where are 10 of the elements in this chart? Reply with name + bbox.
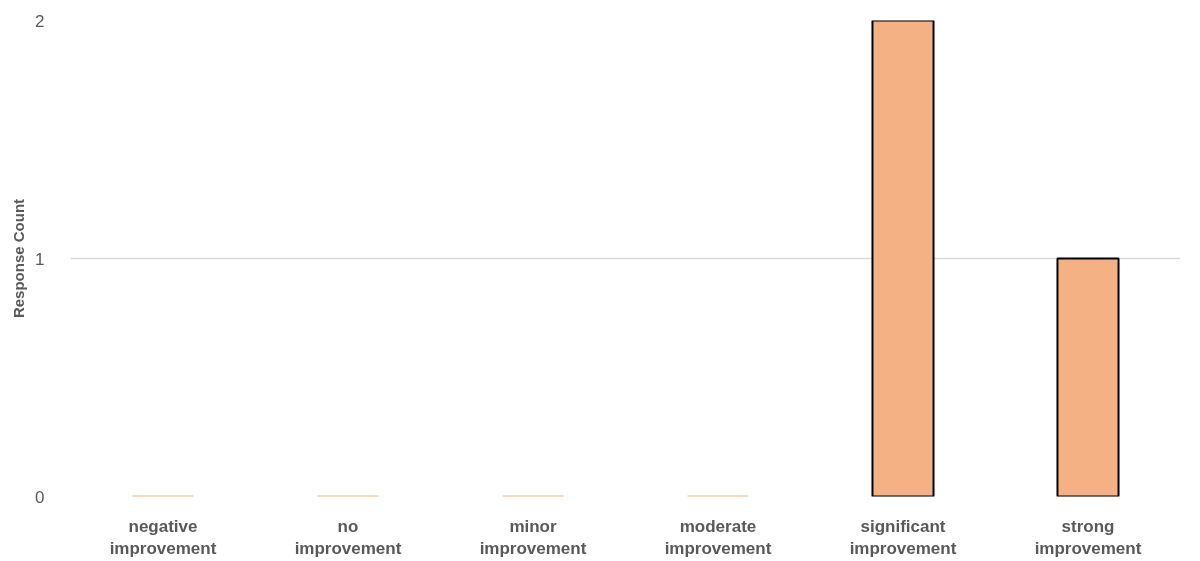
y-tick-label: 0 xyxy=(35,487,45,507)
x-tick-label: strong improvement xyxy=(1034,516,1142,559)
y-tick-label: 1 xyxy=(35,249,45,269)
x-tick-label: minor improvement xyxy=(479,516,587,559)
x-tick-label: no improvement xyxy=(294,516,402,559)
x-tick-label: moderate improvement xyxy=(664,516,772,559)
y-axis-title: Response Count xyxy=(10,198,28,319)
x-tick-label: significant improvement xyxy=(849,516,957,559)
x-tick-label: negative improvement xyxy=(109,516,217,559)
y-tick-label: 2 xyxy=(35,11,45,31)
